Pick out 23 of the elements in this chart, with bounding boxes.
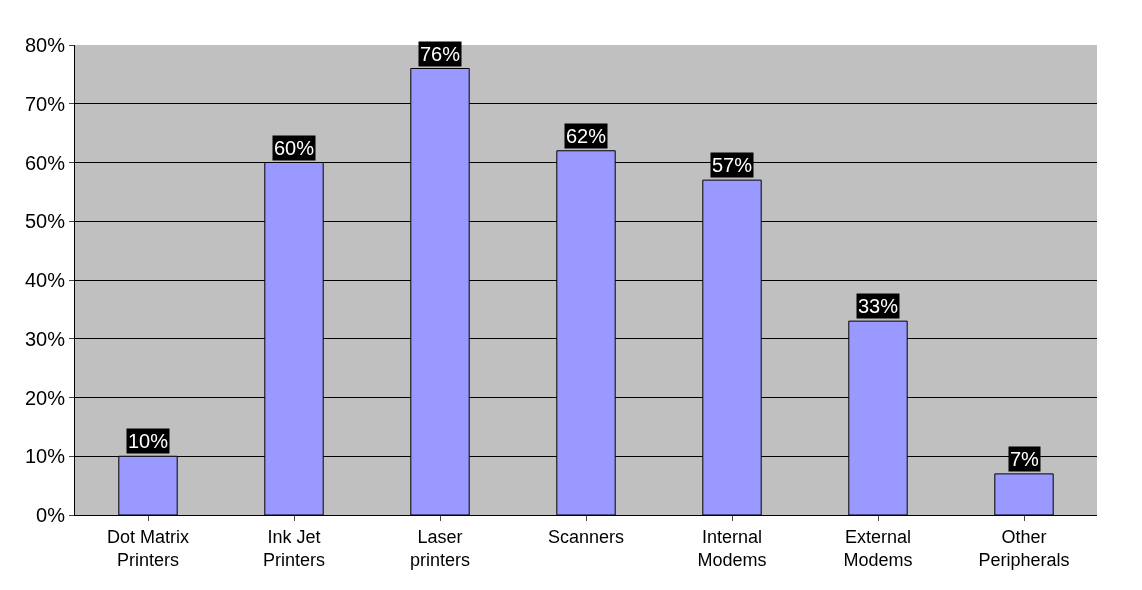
y-tick-label: 0% <box>36 504 66 526</box>
y-tick-label: 30% <box>24 327 66 350</box>
data-label: 10% <box>128 430 169 452</box>
y-tick-label: 40% <box>24 269 66 291</box>
x-tick-label: Other Peripherals <box>978 526 1070 570</box>
y-tick-label: 60% <box>24 151 66 174</box>
x-tick-label: Laser printers <box>409 526 471 570</box>
x-tick-label: Internal Modems <box>697 526 767 570</box>
x-tick-label: Ink Jet Printers <box>262 526 326 570</box>
data-label: 62% <box>566 125 607 147</box>
data-label: 7% <box>1010 448 1040 470</box>
data-label: 57% <box>712 154 753 176</box>
data-label: 60% <box>274 137 315 159</box>
y-tick-label: 50% <box>24 210 66 233</box>
data-label: 76% <box>420 43 461 65</box>
x-tick-label: External Modems <box>843 526 913 570</box>
data-label: 33% <box>858 295 899 317</box>
y-tick-label: 20% <box>24 386 66 409</box>
y-tick-label: 80% <box>24 34 66 56</box>
x-tick-label: Scanners <box>547 526 625 547</box>
y-tick-label: 10% <box>24 445 66 468</box>
y-tick-label: 70% <box>24 92 66 115</box>
x-tick-label: Dot Matrix Printers <box>106 526 190 570</box>
